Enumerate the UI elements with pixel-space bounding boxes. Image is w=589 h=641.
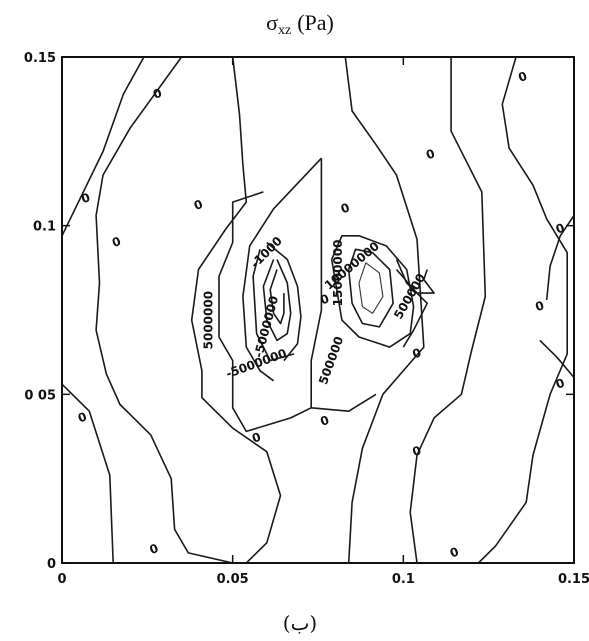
contour-line-level-0-0 [61, 56, 145, 237]
contour-line-level-0-7 [190, 56, 282, 564]
title-symbol: σ [266, 10, 278, 35]
contour-label-23: 15000000 [331, 240, 345, 307]
contour-line-level-0-3 [477, 56, 568, 564]
contour-line-level-1000-16 [330, 235, 415, 348]
y-tick-label-3: 0.15 [24, 51, 56, 66]
contour-line-arrow-19 [395, 268, 435, 294]
plot-area [62, 57, 574, 563]
contour-line-level-0-4 [409, 57, 487, 564]
x-tick-label-0: 0 [57, 572, 66, 587]
figure-caption: (ب) [283, 611, 317, 635]
title-unit: (Pa) [297, 10, 334, 35]
contour-line-level-15000000-18 [358, 262, 384, 314]
y-tick-label-0: 0 [47, 557, 56, 572]
contour-line-inner-13 [262, 259, 292, 342]
contour-line-level-0-6 [539, 339, 575, 379]
contour-line-inner-14 [269, 269, 285, 325]
contour-line-inner-15 [266, 241, 302, 362]
contour-label-18: 5000000 [201, 291, 215, 349]
contour-line-level-500000-20 [395, 259, 428, 348]
contour-line-level-0-1 [61, 383, 114, 564]
contour-line-level-0-10 [218, 191, 312, 433]
x-tick-label-3: 0.15 [558, 572, 589, 587]
title-subscript: xz [278, 23, 291, 38]
axes: 0 0.05 0.1 0.15 0 0 05 0.1 0.15 [24, 51, 589, 587]
x-tick-label-1: 0.05 [217, 572, 249, 587]
plot-background [62, 57, 574, 563]
contour-line-level--5000000-12 [252, 249, 295, 362]
y-tick-label-1: 0 05 [24, 388, 56, 403]
contour-line-level-10000000-17 [347, 248, 394, 328]
contour-line-level-0-9 [310, 158, 377, 412]
contour-line-level-0-2 [95, 56, 233, 564]
x-tick-label-2: 0.1 [392, 572, 415, 587]
y-tick-label-2: 0.1 [33, 220, 56, 235]
axes-frame [61, 56, 575, 564]
contour-line-level--1000-11 [242, 157, 322, 382]
chart-title: σxz (Pa) [266, 10, 334, 38]
